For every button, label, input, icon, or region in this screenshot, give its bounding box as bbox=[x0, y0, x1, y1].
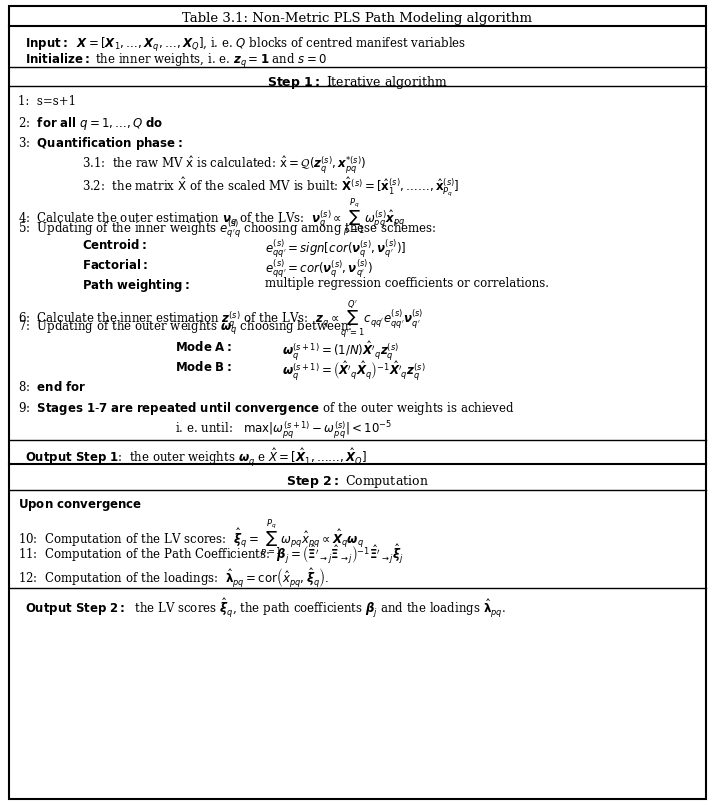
Text: $\mathbf{Step\ 2:}$ Computation: $\mathbf{Step\ 2:}$ Computation bbox=[286, 473, 429, 490]
Text: 12:  Computation of the loadings:  $\hat{\boldsymbol{\lambda}}_{pq} = \mathrm{co: 12: Computation of the loadings: $\hat{\… bbox=[18, 566, 329, 589]
Text: $\mathbf{Path\ weighting:}$: $\mathbf{Path\ weighting:}$ bbox=[82, 278, 190, 295]
Text: 9:  $\mathbf{Stages\ 1\text{-}7\ are\ repeated\ until\ convergence}$ of the oute: 9: $\mathbf{Stages\ 1\text{-}7\ are\ rep… bbox=[18, 400, 515, 417]
Text: $\mathbf{Mode\ A:}$: $\mathbf{Mode\ A:}$ bbox=[175, 340, 232, 353]
Text: i. e. until:   $\max |\omega_{pq}^{(s+1)} - \omega_{pq}^{(s)}| < 10^{-5}$: i. e. until: $\max |\omega_{pq}^{(s+1)} … bbox=[175, 419, 393, 440]
Text: $\mathbf{Upon\ convergence}$: $\mathbf{Upon\ convergence}$ bbox=[18, 497, 142, 514]
Text: Table 3.1: Non-Metric PLS Path Modeling algorithm: Table 3.1: Non-Metric PLS Path Modeling … bbox=[182, 12, 533, 25]
Text: 3.1:  the raw MV $\hat{\mathrm{x}}$ is calculated: $\hat{\mathrm{x}} = \mathcal{: 3.1: the raw MV $\hat{\mathrm{x}}$ is ca… bbox=[82, 155, 367, 176]
Text: $\mathbf{Output\ Step\ 1}$:  the outer weights $\boldsymbol{\omega}_q$ e $\hat{X: $\mathbf{Output\ Step\ 1}$: the outer we… bbox=[25, 446, 368, 469]
Text: 4:  Calculate the outer estimation $\boldsymbol{\nu}_q$ of the LVs:  $\boldsymbo: 4: Calculate the outer estimation $\bold… bbox=[18, 196, 405, 239]
Text: 2:  $\mathbf{for\ all}$ $q = 1, \ldots, Q$ $\mathbf{do}$: 2: $\mathbf{for\ all}$ $q = 1, \ldots, Q… bbox=[18, 115, 163, 132]
Text: $\mathbf{Mode\ B:}$: $\mathbf{Mode\ B:}$ bbox=[175, 360, 232, 374]
Text: 1:  s=s+1: 1: s=s+1 bbox=[18, 95, 76, 108]
Text: 8:  $\mathbf{end\ for}$: 8: $\mathbf{end\ for}$ bbox=[18, 380, 87, 394]
Text: $e_{qq'}^{(s)} = cor(\boldsymbol{\nu}_q^{(s)}, \boldsymbol{\nu}_{q'}^{(s)})$: $e_{qq'}^{(s)} = cor(\boldsymbol{\nu}_q^… bbox=[265, 258, 373, 280]
Text: 6:  Calculate the inner estimation $\boldsymbol{z}_q^{(s)}$ of the LVs:  $\bolds: 6: Calculate the inner estimation $\bold… bbox=[18, 299, 423, 341]
Text: 11:  Computation of the Path Coefficients:  $\boldsymbol{\beta}_j = \left(\hat{\: 11: Computation of the Path Coefficients… bbox=[18, 542, 404, 565]
Text: 10:  Computation of the LV scores:  $\hat{\boldsymbol{\xi}}_q = \sum_{p=1}^{P_q}: 10: Computation of the LV scores: $\hat{… bbox=[18, 518, 364, 559]
Text: multiple regression coefficients or correlations.: multiple regression coefficients or corr… bbox=[265, 278, 548, 291]
Text: 5:  Updating of the inner weights $e_{q'q}^{(s)}$ choosing among these schemes:: 5: Updating of the inner weights $e_{q'q… bbox=[18, 217, 436, 240]
Text: 3.2:  the matrix $\hat{\mathrm{X}}$ of the scaled MV is built: $\hat{\mathbf{X}}: 3.2: the matrix $\hat{\mathrm{X}}$ of th… bbox=[82, 175, 460, 199]
Text: $\mathbf{Output\ Step\ 2:}$  the LV scores $\hat{\boldsymbol{\xi}}_q$, the path : $\mathbf{Output\ Step\ 2:}$ the LV score… bbox=[25, 596, 506, 619]
Text: $\mathbf{Input:}$  $\boldsymbol{X} = [\boldsymbol{X}_1, \ldots, \boldsymbol{X}_q: $\mathbf{Input:}$ $\boldsymbol{X} = [\bo… bbox=[25, 36, 466, 54]
Text: $\boldsymbol{\omega}_q^{(s+1)} = (1/N)\hat{\boldsymbol{X}}'_q \boldsymbol{z}_q^{: $\boldsymbol{\omega}_q^{(s+1)} = (1/N)\h… bbox=[282, 340, 400, 363]
Text: $\mathbf{Initialize:}$ the inner weights, i. e. $\boldsymbol{z}_q = \mathbf{1}$ : $\mathbf{Initialize:}$ the inner weights… bbox=[25, 52, 327, 69]
Text: $\mathbf{Step\ 1:}$ Iterative algorithm: $\mathbf{Step\ 1:}$ Iterative algorithm bbox=[267, 74, 448, 91]
Text: 3:  $\mathbf{Quantification\ phase:}$: 3: $\mathbf{Quantification\ phase:}$ bbox=[18, 134, 182, 151]
Text: $\mathbf{Factorial:}$: $\mathbf{Factorial:}$ bbox=[82, 258, 149, 271]
Text: $e_{qq'}^{(s)} = sign[cor(\boldsymbol{\nu}_q^{(s)}, \boldsymbol{\nu}_{q'}^{(s)}): $e_{qq'}^{(s)} = sign[cor(\boldsymbol{\n… bbox=[265, 237, 405, 260]
Text: $\mathbf{Centroid:}$: $\mathbf{Centroid:}$ bbox=[82, 237, 147, 252]
Text: 7:  Updating of the outer weights $\boldsymbol{\omega}_q$ choosing between:: 7: Updating of the outer weights $\bolds… bbox=[18, 319, 352, 337]
Text: $\boldsymbol{\omega}_q^{(s+1)} = \left(\hat{\boldsymbol{X}}'_q \hat{\boldsymbol{: $\boldsymbol{\omega}_q^{(s+1)} = \left(\… bbox=[282, 360, 426, 383]
